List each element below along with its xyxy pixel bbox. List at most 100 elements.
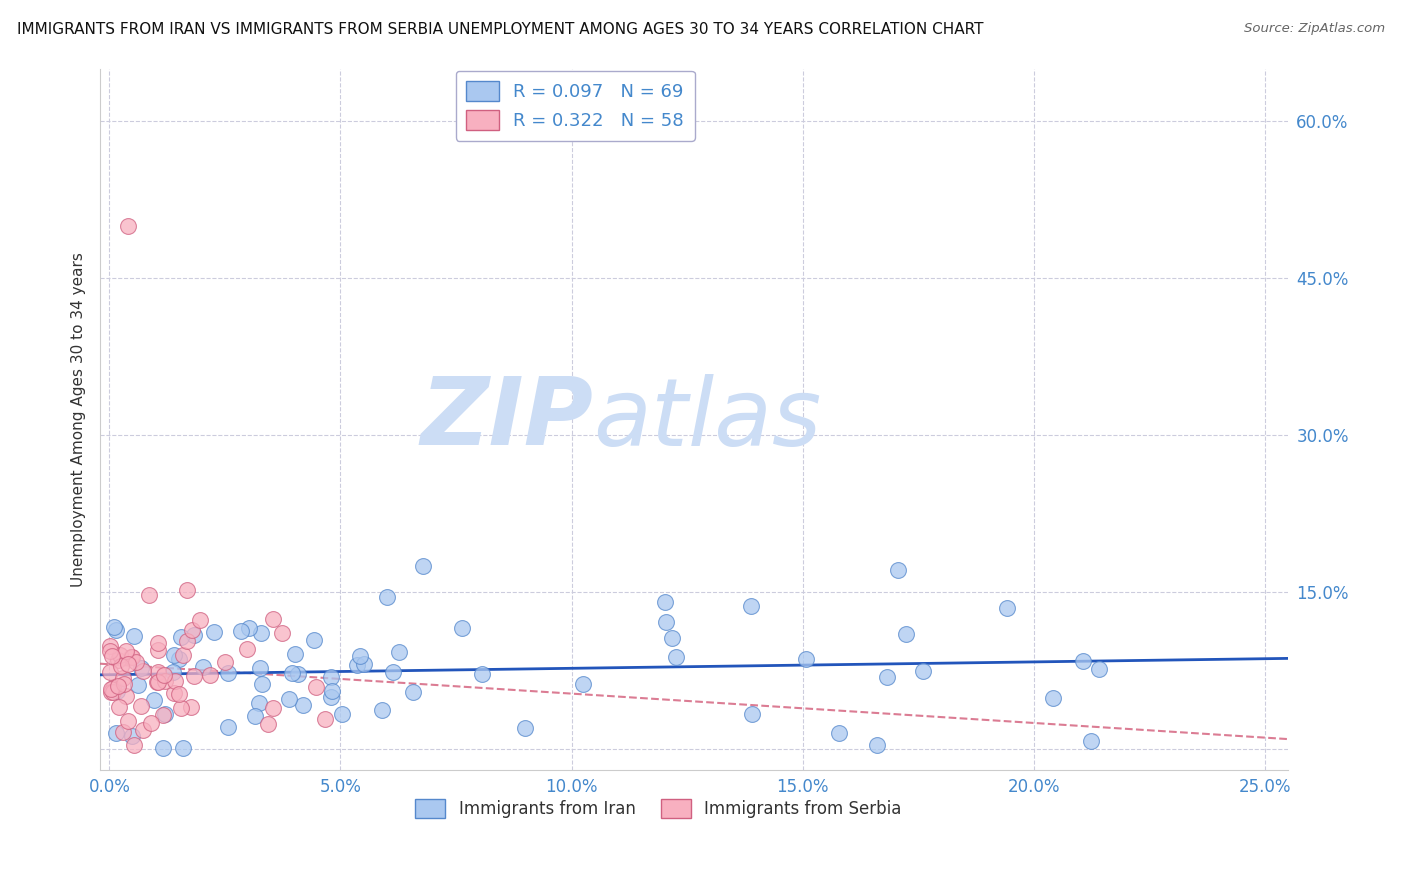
- Point: [167, 687, 190, 701]
- Point: [217, 720, 239, 734]
- Point: [163, 648, 186, 662]
- Point: [214, 655, 236, 669]
- Legend: Immigrants from Iran, Immigrants from Serbia: Immigrants from Iran, Immigrants from Se…: [409, 793, 908, 825]
- Point: [371, 703, 394, 717]
- Point: [153, 673, 176, 688]
- Text: ZIP: ZIP: [420, 373, 593, 466]
- Point: [256, 716, 278, 731]
- Point: [148, 636, 170, 650]
- Point: [127, 678, 149, 692]
- Point: [278, 691, 301, 706]
- Point: [321, 684, 343, 698]
- Point: [243, 708, 266, 723]
- Point: [249, 661, 271, 675]
- Point: [121, 730, 143, 744]
- Point: [172, 741, 194, 756]
- Point: [152, 708, 174, 723]
- Point: [262, 612, 284, 626]
- Point: [661, 631, 683, 645]
- Point: [115, 644, 138, 658]
- Point: [162, 665, 184, 680]
- Point: [122, 629, 145, 643]
- Point: [231, 624, 253, 638]
- Point: [319, 690, 342, 705]
- Point: [655, 615, 678, 630]
- Point: [117, 219, 139, 233]
- Point: [887, 563, 910, 577]
- Text: IMMIGRANTS FROM IRAN VS IMMIGRANTS FROM SERBIA UNEMPLOYMENT AMONG AGES 30 TO 34 : IMMIGRANTS FROM IRAN VS IMMIGRANTS FROM …: [17, 22, 983, 37]
- Point: [1087, 662, 1109, 676]
- Point: [180, 700, 202, 714]
- Point: [515, 721, 537, 735]
- Point: [110, 648, 132, 662]
- Point: [200, 667, 222, 681]
- Point: [346, 658, 368, 673]
- Point: [100, 685, 122, 699]
- Point: [138, 588, 160, 602]
- Point: [107, 679, 129, 693]
- Point: [121, 650, 143, 665]
- Point: [112, 671, 135, 685]
- Point: [153, 668, 176, 682]
- Point: [188, 613, 211, 627]
- Point: [250, 677, 273, 691]
- Point: [146, 674, 169, 689]
- Point: [302, 632, 325, 647]
- Point: [132, 665, 155, 679]
- Point: [176, 583, 198, 598]
- Point: [284, 647, 307, 661]
- Point: [105, 725, 128, 739]
- Point: [162, 686, 184, 700]
- Point: [142, 692, 165, 706]
- Point: [319, 670, 342, 684]
- Point: [305, 680, 328, 694]
- Point: [287, 666, 309, 681]
- Point: [828, 726, 851, 740]
- Point: [110, 659, 132, 673]
- Point: [412, 558, 434, 573]
- Point: [104, 623, 127, 637]
- Point: [98, 639, 121, 653]
- Point: [163, 674, 186, 689]
- Point: [101, 648, 124, 663]
- Point: [204, 625, 226, 640]
- Point: [280, 665, 302, 680]
- Point: [148, 642, 170, 657]
- Point: [217, 666, 239, 681]
- Point: [108, 699, 131, 714]
- Point: [911, 664, 934, 678]
- Point: [388, 644, 411, 658]
- Point: [349, 649, 371, 664]
- Point: [101, 685, 124, 699]
- Point: [664, 650, 686, 665]
- Point: [995, 600, 1018, 615]
- Point: [103, 620, 125, 634]
- Point: [262, 701, 284, 715]
- Point: [238, 621, 260, 635]
- Point: [129, 661, 152, 675]
- Point: [1042, 690, 1064, 705]
- Point: [866, 738, 889, 752]
- Point: [117, 657, 139, 671]
- Point: [146, 665, 169, 680]
- Point: [270, 626, 292, 640]
- Point: [152, 741, 174, 756]
- Point: [145, 675, 167, 690]
- Point: [353, 657, 375, 671]
- Point: [876, 670, 898, 684]
- Point: [172, 648, 194, 662]
- Point: [381, 665, 404, 679]
- Point: [193, 660, 215, 674]
- Point: [1071, 653, 1094, 667]
- Point: [330, 706, 353, 721]
- Point: [291, 698, 314, 713]
- Point: [170, 631, 193, 645]
- Point: [122, 738, 145, 752]
- Point: [125, 655, 148, 669]
- Point: [250, 626, 273, 640]
- Point: [132, 723, 155, 737]
- Text: atlas: atlas: [593, 374, 821, 465]
- Point: [1080, 734, 1102, 748]
- Point: [141, 715, 163, 730]
- Y-axis label: Unemployment Among Ages 30 to 34 years: Unemployment Among Ages 30 to 34 years: [72, 252, 86, 587]
